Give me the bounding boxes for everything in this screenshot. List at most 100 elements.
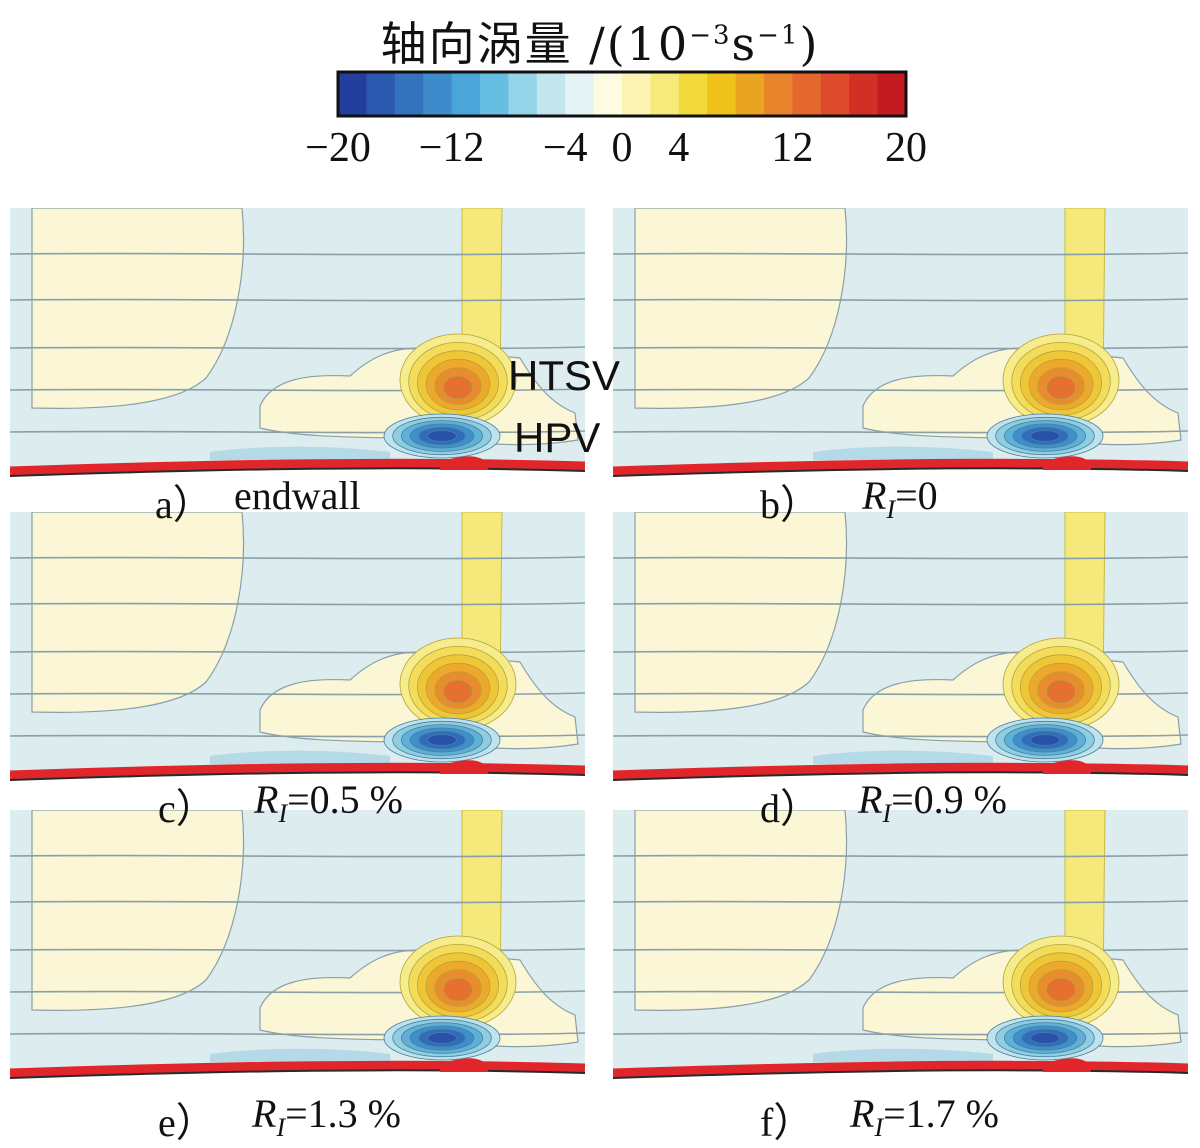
panel-label: RI=0.9 % <box>858 777 1007 828</box>
blade-tip <box>1043 1058 1091 1072</box>
contour-line <box>10 900 585 904</box>
htsv-contour <box>443 375 473 400</box>
hpv-contour <box>427 1032 457 1044</box>
colorbar-swatch <box>849 72 879 116</box>
panel-e <box>10 810 585 1082</box>
panel-letter: d） <box>760 786 820 831</box>
colorbar-swatch <box>792 72 822 116</box>
near-wall-strip <box>813 446 993 460</box>
blade-tip <box>1043 456 1091 470</box>
colorbar-swatch <box>451 72 481 116</box>
cream-region <box>31 512 245 713</box>
near-wall-strip <box>210 750 390 764</box>
panel-letter: b） <box>760 482 820 527</box>
blade-tip <box>1043 760 1091 774</box>
colorbar-title: 轴向涡量 /(10−3s−1) <box>380 17 820 71</box>
colorbar-swatch <box>650 72 680 116</box>
contour-line <box>10 602 585 606</box>
endwall-edge <box>10 467 585 477</box>
colorbar-swatch <box>536 72 566 116</box>
contour-line <box>10 298 585 302</box>
hpv-contour <box>1030 430 1060 442</box>
panel-label: RI=0.5 % <box>254 777 403 828</box>
colorbar-swatch <box>593 72 623 116</box>
panel-letter: e） <box>158 1100 216 1145</box>
htsv-contour <box>1046 679 1076 704</box>
near-wall-strip <box>813 750 993 764</box>
panel-c <box>10 512 585 784</box>
endwall-line <box>613 458 1188 476</box>
blade-tip <box>440 456 488 470</box>
contour-line <box>10 430 585 434</box>
colorbar-tick-label: −20 <box>305 125 371 171</box>
contour-line <box>613 900 1188 904</box>
cream-region <box>634 208 848 409</box>
panel-letter: f） <box>760 1100 814 1145</box>
blade-tip <box>440 1058 488 1072</box>
colorbar-swatch <box>820 72 850 116</box>
endwall-edge <box>10 771 585 781</box>
htsv-contour <box>1046 375 1076 400</box>
cream-region <box>634 810 848 1011</box>
near-wall-strip <box>210 1048 390 1062</box>
contour-line <box>613 1032 1188 1036</box>
colorbar-tick-label: 0 <box>611 125 633 171</box>
hpv-annotation: HPV <box>514 414 601 461</box>
panel-label: RI=0 <box>862 473 938 524</box>
colorbar-swatch <box>678 72 708 116</box>
panel-label: RI=1.3 % <box>252 1091 401 1142</box>
panel-label: RI=1.7 % <box>850 1091 999 1142</box>
hpv-contour <box>427 430 457 442</box>
endwall-line <box>10 1060 585 1078</box>
contour-line <box>613 298 1188 302</box>
endwall-line <box>613 1060 1188 1078</box>
colorbar <box>336 70 908 118</box>
near-wall-strip <box>813 1048 993 1062</box>
contour-line <box>10 734 585 738</box>
endwall-edge <box>10 1069 585 1079</box>
colorbar-swatch <box>707 72 737 116</box>
colorbar-swatch <box>565 72 595 116</box>
panel-a <box>10 208 585 480</box>
colorbar-tick-label: 12 <box>771 125 814 171</box>
contour-line <box>613 948 1188 952</box>
contour-line <box>613 734 1188 738</box>
endwall-edge <box>613 467 1188 477</box>
colorbar-tick-label: −4 <box>542 125 588 171</box>
panel-label: endwall <box>234 473 361 518</box>
cream-region <box>634 512 848 713</box>
htsv-annotation: HTSV <box>508 352 621 399</box>
colorbar-tick-label: 4 <box>668 125 690 171</box>
cream-region <box>31 810 245 1011</box>
endwall-edge <box>613 771 1188 781</box>
contour-line <box>613 602 1188 606</box>
contour-line <box>613 854 1188 858</box>
contour-line <box>10 948 585 952</box>
panel-d <box>613 512 1188 784</box>
colorbar-swatch <box>423 72 453 116</box>
near-wall-strip <box>210 446 390 460</box>
contour-line <box>10 346 585 350</box>
contour-line <box>10 650 585 654</box>
contour-line <box>10 252 585 256</box>
hpv-contour <box>427 734 457 746</box>
hpv-contour <box>1030 734 1060 746</box>
colorbar-tick-label: −12 <box>418 125 485 171</box>
panel-letter: c） <box>158 786 216 831</box>
contour-line <box>10 1032 585 1036</box>
colorbar-swatch <box>366 72 396 116</box>
colorbar-swatch <box>764 72 793 116</box>
endwall-line <box>10 458 585 476</box>
panel-b <box>613 208 1188 480</box>
colorbar-tick-label: 20 <box>885 125 927 171</box>
htsv-contour <box>443 977 473 1002</box>
contour-line <box>613 430 1188 434</box>
contour-line <box>613 252 1188 256</box>
hpv-contour <box>1030 1032 1060 1044</box>
contour-line <box>10 854 585 858</box>
colorbar-swatch <box>735 72 765 116</box>
colorbar-swatch <box>338 72 367 116</box>
cream-region <box>31 208 245 409</box>
colorbar-swatch <box>394 72 424 116</box>
